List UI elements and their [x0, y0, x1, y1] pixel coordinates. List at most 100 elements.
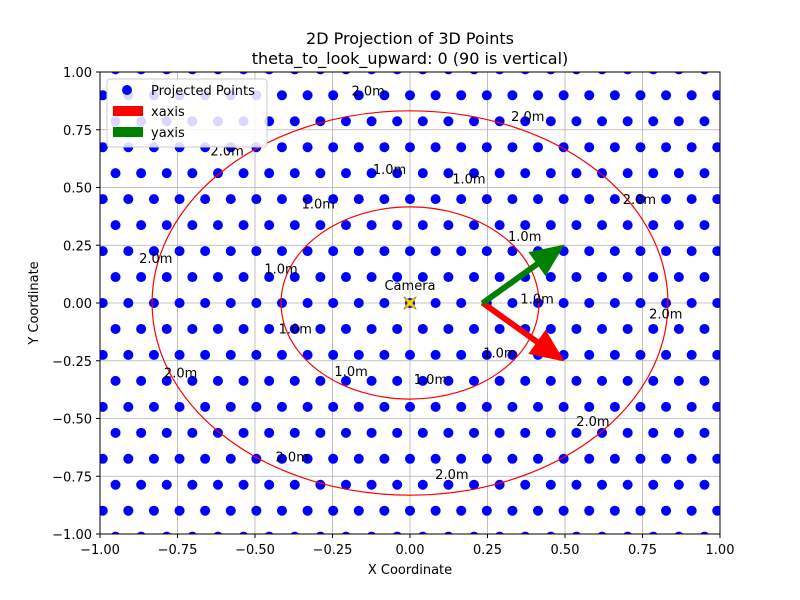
projected-point [340, 323, 351, 334]
projected-point [609, 401, 620, 412]
projected-point [187, 272, 198, 283]
projected-point [200, 246, 211, 257]
projected-point [469, 427, 480, 438]
projected-point [379, 298, 390, 308]
projected-point [225, 194, 236, 205]
projected-point [584, 505, 595, 516]
ring-label: 1.0m [508, 230, 541, 245]
projected-point [609, 142, 620, 153]
projected-point [533, 298, 544, 308]
ring-label: 1.0m [302, 198, 335, 213]
projected-point [417, 272, 428, 283]
projected-point [110, 323, 121, 334]
y-tick-label: 0.00 [63, 297, 92, 312]
projected-point [328, 298, 339, 308]
projected-point [507, 194, 518, 205]
projected-point [443, 168, 454, 179]
projected-point [469, 72, 479, 75]
projected-point [316, 531, 325, 534]
projected-point [597, 531, 607, 534]
projected-point [494, 323, 505, 334]
projected-point [315, 427, 326, 438]
projected-point [622, 479, 633, 490]
projected-point [495, 531, 504, 534]
projected-point [469, 220, 480, 231]
projected-point [212, 220, 223, 231]
projected-point [238, 479, 249, 490]
projected-point [328, 505, 339, 516]
projected-point [200, 194, 211, 205]
projected-point [328, 401, 339, 412]
projected-point [212, 323, 223, 334]
projected-point [315, 220, 326, 231]
projected-point [699, 168, 710, 179]
projected-point [200, 401, 211, 412]
projected-point [712, 90, 720, 101]
projected-point [264, 531, 274, 534]
projected-point [469, 116, 480, 127]
legend-label-yaxis: yaxis [151, 126, 185, 141]
projected-point [367, 531, 376, 534]
projected-point [533, 453, 544, 464]
projected-point [533, 90, 544, 101]
projected-point [609, 90, 620, 101]
projected-point [148, 453, 159, 464]
projected-point [699, 479, 710, 490]
projected-point [123, 194, 134, 205]
ring-label: 2.0m [351, 84, 384, 99]
projected-point [289, 427, 300, 438]
projected-point [584, 453, 595, 464]
projected-point [136, 72, 146, 75]
projected-point [238, 168, 249, 179]
projected-point [584, 401, 595, 412]
ring-label: 2.0m [139, 252, 172, 267]
projected-point [635, 90, 646, 101]
projected-point [405, 505, 415, 516]
projected-point [340, 116, 351, 127]
projected-point [622, 427, 633, 438]
projected-point [315, 168, 326, 179]
projected-point [136, 375, 147, 386]
projected-point [495, 72, 504, 75]
projected-point [456, 401, 467, 412]
projected-point [673, 323, 684, 334]
projected-point [392, 272, 403, 283]
projected-point [686, 298, 697, 308]
projected-point [276, 453, 287, 464]
projected-point [469, 479, 480, 490]
projected-point [276, 349, 287, 360]
projected-point [289, 220, 300, 231]
projected-point [315, 375, 326, 386]
projected-point [302, 453, 313, 464]
projected-point [456, 246, 467, 257]
projected-point [174, 298, 185, 308]
projected-point [571, 323, 582, 334]
projected-point [648, 220, 659, 231]
projected-point [648, 427, 659, 438]
projected-point [609, 194, 620, 205]
projected-point [366, 427, 377, 438]
projected-point [456, 142, 467, 153]
projected-point [444, 72, 453, 75]
projected-point [239, 531, 248, 534]
projected-point [469, 375, 480, 386]
projected-point [597, 375, 608, 386]
projected-point [405, 194, 415, 205]
ring-label: 1.0m [483, 347, 516, 362]
projected-point [712, 349, 720, 360]
ring-label: 1.0m [414, 373, 447, 388]
projected-point [648, 375, 659, 386]
x-ticks: −1.00 −0.75 −0.50 −0.25 0.00 0.25 0.50 0.75 1.00 [80, 534, 734, 558]
projected-point [597, 479, 608, 490]
projected-point [622, 272, 633, 283]
ring-label: 2.0m [649, 307, 682, 322]
projected-point [238, 272, 249, 283]
projected-point [212, 375, 223, 386]
projected-point [340, 479, 351, 490]
legend: Projected Points xaxis yaxis [106, 78, 268, 148]
ring-label: 2.0m [511, 110, 544, 125]
projected-point [520, 375, 531, 386]
projected-point [148, 401, 159, 412]
projected-point [366, 375, 377, 386]
projected-point [379, 194, 390, 205]
